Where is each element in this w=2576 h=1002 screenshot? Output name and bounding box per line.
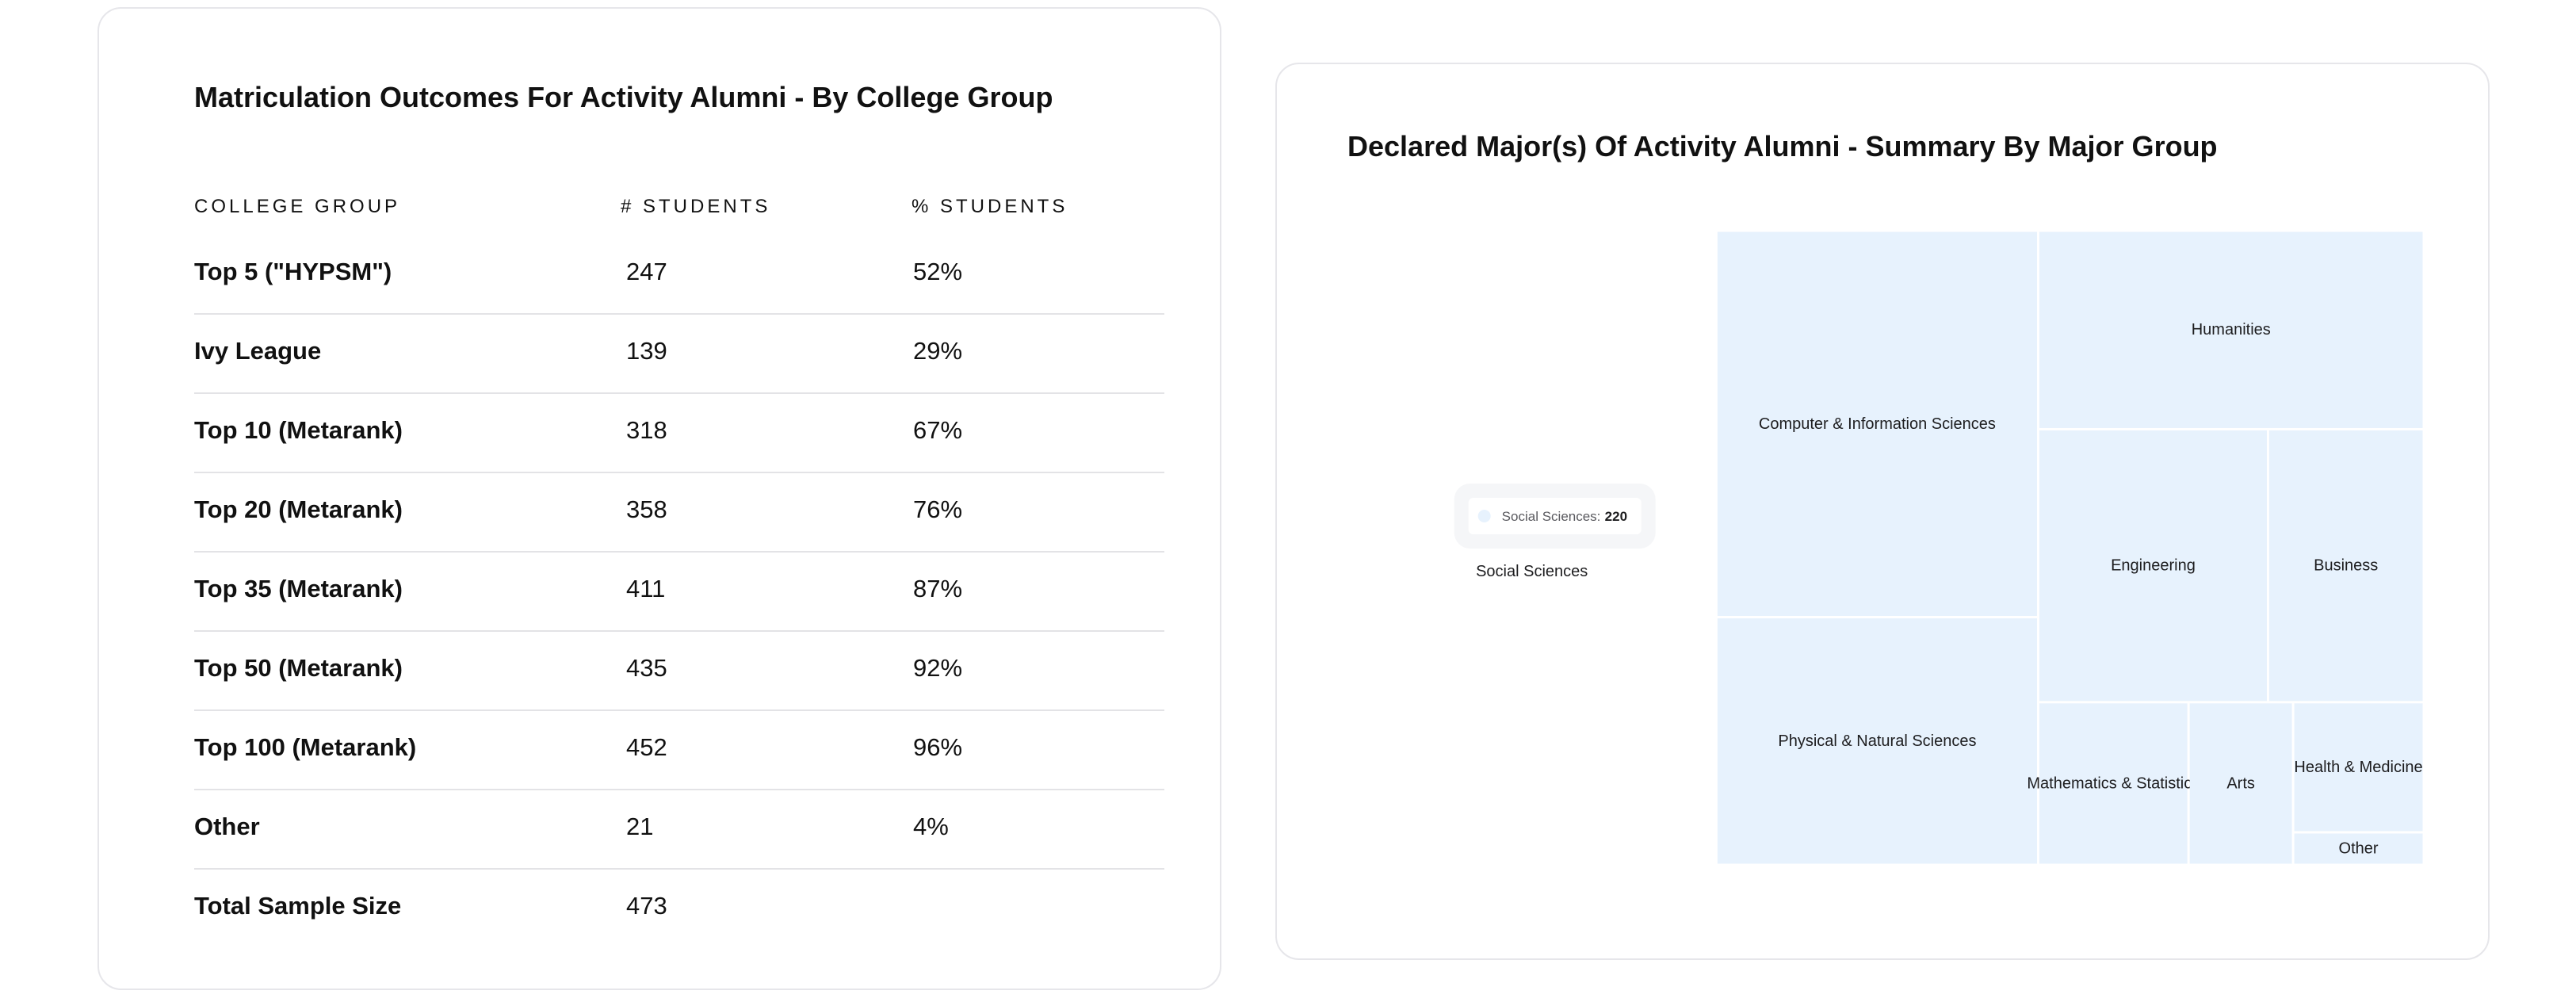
college-group-cell: Other: [194, 813, 260, 840]
treemap-cell-business[interactable]: Business: [2268, 430, 2423, 702]
college-group-cell: Top 10 (Metarank): [194, 416, 403, 444]
treemap-cell-arts[interactable]: Arts: [2189, 703, 2292, 864]
num-students-cell: 358: [626, 495, 667, 523]
num-students-cell: 452: [626, 733, 667, 761]
college-group-cell: Top 50 (Metarank): [194, 654, 403, 682]
treemap-tile[interactable]: [2294, 703, 2423, 832]
num-students-cell: 21: [626, 813, 654, 840]
treemap-tile[interactable]: [2294, 833, 2423, 864]
tooltip-value: 220: [1605, 509, 1627, 524]
row-divider: [194, 472, 1164, 473]
treemap-tile[interactable]: [1717, 231, 2037, 617]
pct-students-cell: 87%: [913, 575, 963, 602]
treemap-label: Arts: [2226, 774, 2255, 792]
table-row: Total Sample Size 473: [194, 870, 1164, 949]
num-students-cell: 247: [626, 258, 667, 285]
treemap-cell-humanities[interactable]: Humanities: [2039, 231, 2423, 428]
pct-students-cell: 67%: [913, 416, 963, 444]
treemap-tile[interactable]: [2039, 231, 2423, 428]
matriculation-outcomes-card: Matriculation Outcomes For Activity Alum…: [97, 7, 1221, 990]
pct-students-cell: 4%: [913, 813, 949, 840]
table-row: Top 100 (Metarank) 452 96%: [194, 711, 1164, 790]
treemap-label: Health & Medicine: [2294, 759, 2422, 776]
num-students-cell: 473: [626, 892, 667, 920]
treemap-cell-other[interactable]: Other: [2294, 833, 2423, 864]
treemap-label: Other: [2339, 839, 2379, 857]
treemap-tile[interactable]: [2039, 703, 2188, 864]
num-students-cell: 318: [626, 416, 667, 444]
treemap-label: Social Sciences: [1476, 563, 1588, 580]
treemap-label: Humanities: [2192, 321, 2271, 338]
treemap-label: Physical & Natural Sciences: [1778, 732, 1976, 750]
table-row: Top 35 (Metarank) 411 87%: [194, 553, 1164, 632]
treemap-tile[interactable]: [2189, 703, 2292, 864]
row-divider: [194, 709, 1164, 711]
college-group-cell: Top 100 (Metarank): [194, 733, 417, 761]
college-group-cell: Top 35 (Metarank): [194, 575, 403, 602]
table-row: Top 5 ("HYPSM") 247 52%: [194, 235, 1164, 315]
declared-majors-card: Declared Major(s) Of Activity Alumni - S…: [1275, 63, 2490, 960]
num-students-cell: 139: [626, 337, 667, 365]
tooltip-box: [1468, 498, 1642, 534]
treemap-cell-mathematics-and-statistics[interactable]: Mathematics & Statistics: [2027, 703, 2200, 864]
treemap-label: Computer & Information Sciences: [1759, 415, 1996, 433]
treemap-tile[interactable]: [1717, 618, 2037, 864]
row-divider: [194, 789, 1164, 790]
college-group-cell: Top 5 ("HYPSM"): [194, 258, 392, 285]
pct-students-cell: 52%: [913, 258, 963, 285]
treemap-label: Business: [2314, 557, 2378, 575]
pct-students-cell: 96%: [913, 733, 963, 761]
pct-students-cell: 92%: [913, 654, 963, 682]
tooltip-swatch-icon: [1477, 510, 1491, 522]
table-row: Other 21 4%: [194, 790, 1164, 870]
treemap-tile[interactable]: [2039, 430, 2267, 702]
num-students-cell: 411: [626, 575, 666, 602]
tooltip-label: Social Sciences:: [1502, 509, 1601, 524]
majors-title: Declared Major(s) Of Activity Alumni - S…: [1347, 130, 2218, 163]
table-row: Top 50 (Metarank) 435 92%: [194, 632, 1164, 711]
treemap-cell-physical-and-natural-sciences[interactable]: Physical & Natural Sciences: [1717, 618, 2037, 864]
college-group-cell: Total Sample Size: [194, 892, 402, 920]
row-divider: [194, 551, 1164, 553]
treemap-cell-engineering[interactable]: Engineering: [2039, 430, 2267, 702]
row-divider: [194, 313, 1164, 315]
row-divider: [194, 868, 1164, 870]
table-row: Top 20 (Metarank) 358 76%: [194, 473, 1164, 553]
college-group-cell: Ivy League: [194, 337, 322, 365]
treemap-cell-health-and-medicine[interactable]: Health & Medicine: [2294, 703, 2423, 832]
row-divider: [194, 392, 1164, 394]
header-college-group: COLLEGE GROUP: [194, 196, 401, 217]
college-group-cell: Top 20 (Metarank): [194, 495, 403, 523]
table-row: Top 10 (Metarank) 318 67%: [194, 394, 1164, 473]
treemap-label: Mathematics & Statistics: [2027, 774, 2200, 792]
treemap-label: Engineering: [2111, 557, 2196, 575]
treemap-tooltip: Social Sciences: 220: [1454, 484, 1656, 549]
table-row: Ivy League 139 29%: [194, 315, 1164, 394]
header-num-students: # STUDENTS: [621, 196, 771, 217]
row-divider: [194, 630, 1164, 632]
treemap-tile[interactable]: [2268, 430, 2423, 702]
header-pct-students: % STUDENTS: [912, 196, 1068, 217]
majors-treemap: Social Sciences Computer & Information Sc…: [1348, 231, 2423, 864]
pct-students-cell: 76%: [913, 495, 963, 523]
treemap-cell-computer-and-information-sciences[interactable]: Computer & Information Sciences: [1717, 231, 2037, 617]
num-students-cell: 435: [626, 654, 667, 682]
outcomes-title: Matriculation Outcomes For Activity Alum…: [194, 81, 1053, 113]
pct-students-cell: 29%: [913, 337, 963, 365]
